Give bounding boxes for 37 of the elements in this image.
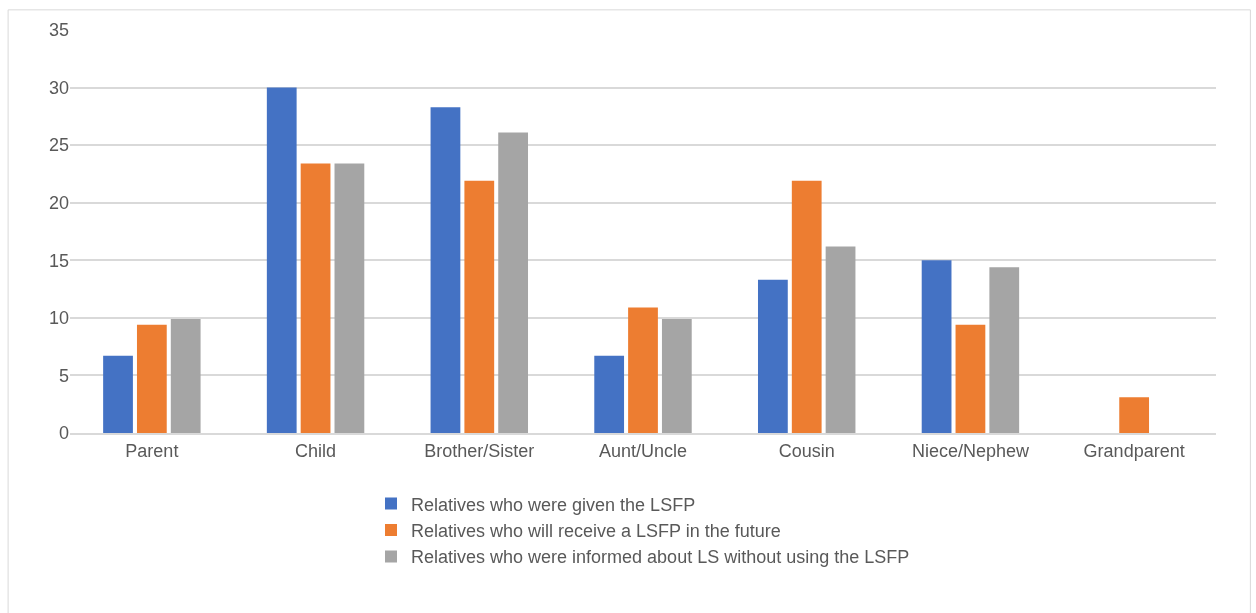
bar bbox=[594, 355, 625, 433]
y-tick-label: 5 bbox=[58, 365, 69, 386]
bar bbox=[136, 324, 167, 433]
bar bbox=[989, 267, 1020, 433]
bar bbox=[334, 163, 365, 433]
bar bbox=[791, 180, 822, 433]
x-tick-label: Parent bbox=[125, 440, 179, 461]
legend-label: Relatives who were given the LSFP bbox=[411, 494, 696, 515]
x-tick-label: Child bbox=[295, 440, 337, 461]
y-tick-label: 20 bbox=[48, 193, 69, 214]
bar bbox=[628, 307, 658, 433]
bar bbox=[661, 319, 692, 433]
bar bbox=[1119, 397, 1150, 433]
y-tick-label: 10 bbox=[48, 308, 69, 329]
bar bbox=[498, 132, 529, 433]
x-tick-label: Grandparent bbox=[1083, 440, 1185, 461]
bar bbox=[300, 163, 331, 433]
y-tick-label: 25 bbox=[48, 135, 69, 156]
y-tick-label: 35 bbox=[48, 20, 69, 41]
y-tick-label: 15 bbox=[48, 250, 69, 271]
bar bbox=[464, 180, 495, 433]
bar bbox=[757, 279, 788, 433]
legend-label: Relatives who were informed about LS without using the LSFP bbox=[411, 547, 910, 568]
x-tick-label: Niece/Nephew bbox=[911, 440, 1030, 461]
bar bbox=[430, 107, 461, 433]
bar bbox=[921, 260, 952, 433]
bar bbox=[825, 246, 856, 433]
x-tick-label: Brother/Sister bbox=[424, 440, 535, 461]
y-tick-label: 30 bbox=[48, 77, 69, 98]
bar bbox=[170, 319, 201, 433]
bar bbox=[955, 324, 986, 433]
y-tick-label: 0 bbox=[58, 423, 69, 444]
bar bbox=[266, 87, 297, 433]
legend-label: Relatives who will receive a LSFP in the future bbox=[411, 521, 781, 542]
x-tick-label: Aunt/Uncle bbox=[598, 440, 688, 461]
x-tick-label: Cousin bbox=[778, 440, 835, 461]
bar bbox=[103, 355, 133, 433]
